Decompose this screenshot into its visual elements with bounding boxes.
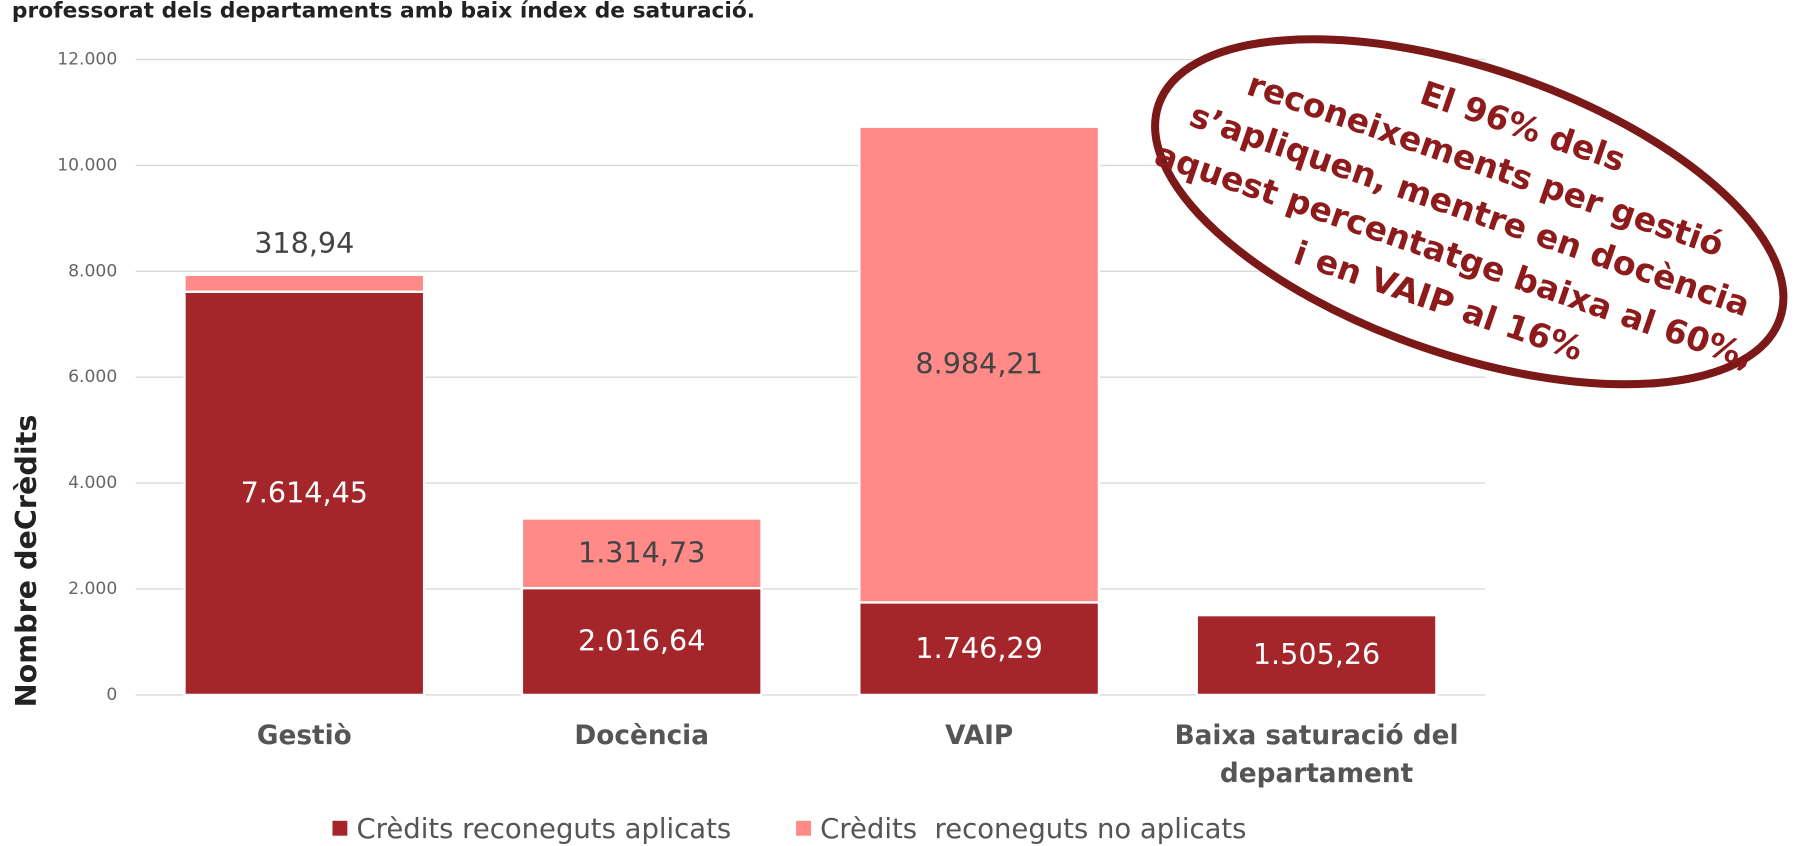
x-tick-label-box: Baixa saturació del departament bbox=[1174, 721, 1459, 789]
x-tick-label: Baixa saturació del departament bbox=[1174, 721, 1459, 789]
legend-swatch bbox=[332, 820, 348, 836]
data-label: 7.614,45 bbox=[241, 475, 368, 509]
x-tick-label-box: VAIP bbox=[945, 721, 1014, 751]
y-tick-label: 8.000 bbox=[68, 261, 117, 281]
data-label: 1.505,26 bbox=[1253, 637, 1380, 671]
y-tick-label: 0 bbox=[106, 685, 117, 705]
x-tick-label-box: Gestiò bbox=[256, 721, 352, 751]
y-axis-label: Nombre deCrèdits bbox=[9, 415, 43, 708]
chart-title: professorat dels departaments amb baix í… bbox=[12, 0, 755, 23]
y-tick-label: 12.000 bbox=[57, 50, 117, 70]
bar-segment bbox=[858, 125, 1101, 604]
bar-segment bbox=[1195, 614, 1438, 697]
legend-label: Crèdits reconeguts aplicats bbox=[357, 814, 732, 845]
data-label: 1.314,73 bbox=[578, 535, 705, 569]
bar-segment bbox=[858, 601, 1101, 697]
x-tick-label-box: Docència bbox=[574, 721, 709, 751]
legend-label: Crèdits reconeguts no aplicats bbox=[820, 814, 1246, 845]
bar-segment bbox=[520, 586, 763, 697]
legend-swatch bbox=[796, 820, 811, 836]
x-tick-label: VAIP bbox=[945, 721, 1014, 751]
bar-segment bbox=[520, 517, 763, 590]
y-tick-label: 2.000 bbox=[68, 579, 117, 599]
x-tick-label: Gestiò bbox=[256, 721, 352, 751]
data-label: 8.984,21 bbox=[915, 347, 1042, 381]
data-label: 1.746,29 bbox=[915, 631, 1042, 665]
y-tick-label: 10.000 bbox=[57, 155, 117, 175]
data-label: 318,94 bbox=[254, 226, 354, 260]
x-tick-label: Docència bbox=[574, 721, 709, 751]
annotation-ellipse bbox=[1151, 35, 1788, 389]
bar-segment bbox=[183, 290, 426, 697]
y-tick-label: 6.000 bbox=[68, 367, 117, 387]
data-label: 2.016,64 bbox=[578, 624, 705, 658]
bar-segment bbox=[183, 273, 426, 293]
y-tick-label: 4.000 bbox=[68, 473, 117, 493]
